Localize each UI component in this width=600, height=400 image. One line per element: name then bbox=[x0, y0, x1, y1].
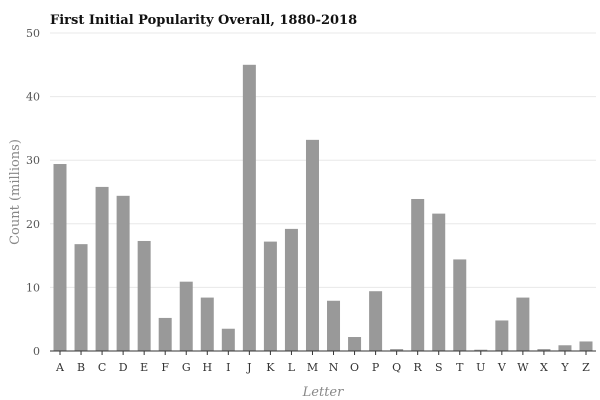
x-tick-label: S bbox=[435, 361, 443, 374]
bar-g bbox=[179, 281, 193, 351]
bar-s bbox=[432, 213, 446, 351]
x-tick-label: J bbox=[246, 361, 251, 374]
bar-i bbox=[221, 328, 235, 351]
x-tick-label: Z bbox=[582, 361, 590, 374]
bar-w bbox=[516, 297, 530, 351]
x-tick-label: B bbox=[77, 361, 85, 374]
x-tick-label: P bbox=[372, 361, 380, 374]
x-tick-label: D bbox=[119, 361, 128, 374]
x-tick-label: O bbox=[350, 361, 359, 374]
bar-h bbox=[200, 297, 214, 351]
x-tick-label: T bbox=[456, 361, 464, 374]
bar-z bbox=[579, 341, 593, 351]
x-tick-label: R bbox=[414, 361, 423, 374]
bar-t bbox=[453, 259, 467, 351]
y-tick-label: 10 bbox=[26, 281, 40, 294]
x-tick-label: G bbox=[182, 361, 191, 374]
x-tick-label: M bbox=[307, 361, 318, 374]
y-tick-label: 40 bbox=[26, 91, 40, 104]
bar-j bbox=[242, 64, 256, 352]
x-tick-label: H bbox=[202, 361, 212, 374]
y-tick-label: 30 bbox=[26, 154, 40, 167]
y-tick-label: 0 bbox=[33, 345, 40, 358]
y-tick-label: 50 bbox=[26, 27, 40, 40]
bar-m bbox=[305, 139, 319, 351]
y-axis-label: Count (millions) bbox=[8, 139, 23, 245]
bar-c bbox=[95, 186, 109, 351]
bar-v bbox=[495, 320, 509, 351]
bar-y bbox=[558, 345, 572, 351]
bar-p bbox=[369, 291, 383, 351]
x-tick-label: X bbox=[540, 361, 548, 374]
x-tick-label: L bbox=[288, 361, 296, 374]
y-tick-label: 20 bbox=[26, 218, 40, 231]
x-tick-label: U bbox=[476, 361, 485, 374]
y-tick-labels: 0 10 20 30 40 50 bbox=[26, 27, 40, 358]
x-tick-label: A bbox=[55, 361, 65, 374]
bars bbox=[53, 64, 593, 352]
bar-l bbox=[284, 228, 298, 351]
x-tick-label: F bbox=[161, 361, 169, 374]
bar-b bbox=[74, 244, 88, 351]
bar-a bbox=[53, 164, 67, 351]
x-tick-label: K bbox=[266, 361, 275, 374]
bar-u bbox=[474, 349, 488, 351]
gridlines bbox=[50, 32, 596, 288]
x-tick-label: V bbox=[497, 361, 507, 374]
x-tick-label: W bbox=[517, 361, 529, 374]
x-tick-label: N bbox=[329, 361, 339, 374]
bar-d bbox=[116, 195, 130, 351]
bar-e bbox=[137, 240, 151, 351]
bar-n bbox=[327, 300, 341, 351]
bar-o bbox=[348, 337, 362, 351]
x-tick-label: Y bbox=[560, 361, 569, 374]
bar-r bbox=[411, 198, 425, 351]
x-axis-label: Letter bbox=[302, 385, 344, 400]
bar-x bbox=[537, 349, 551, 351]
bar-q bbox=[390, 349, 404, 351]
chart-title: First Initial Popularity Overall, 1880-2… bbox=[50, 13, 357, 28]
x-tick-label: E bbox=[140, 361, 148, 374]
bar-k bbox=[263, 241, 277, 351]
bar-f bbox=[158, 317, 172, 351]
x-tick-label: Q bbox=[392, 361, 401, 374]
x-tick-label: C bbox=[98, 361, 106, 374]
x-tick-label: I bbox=[226, 361, 230, 374]
